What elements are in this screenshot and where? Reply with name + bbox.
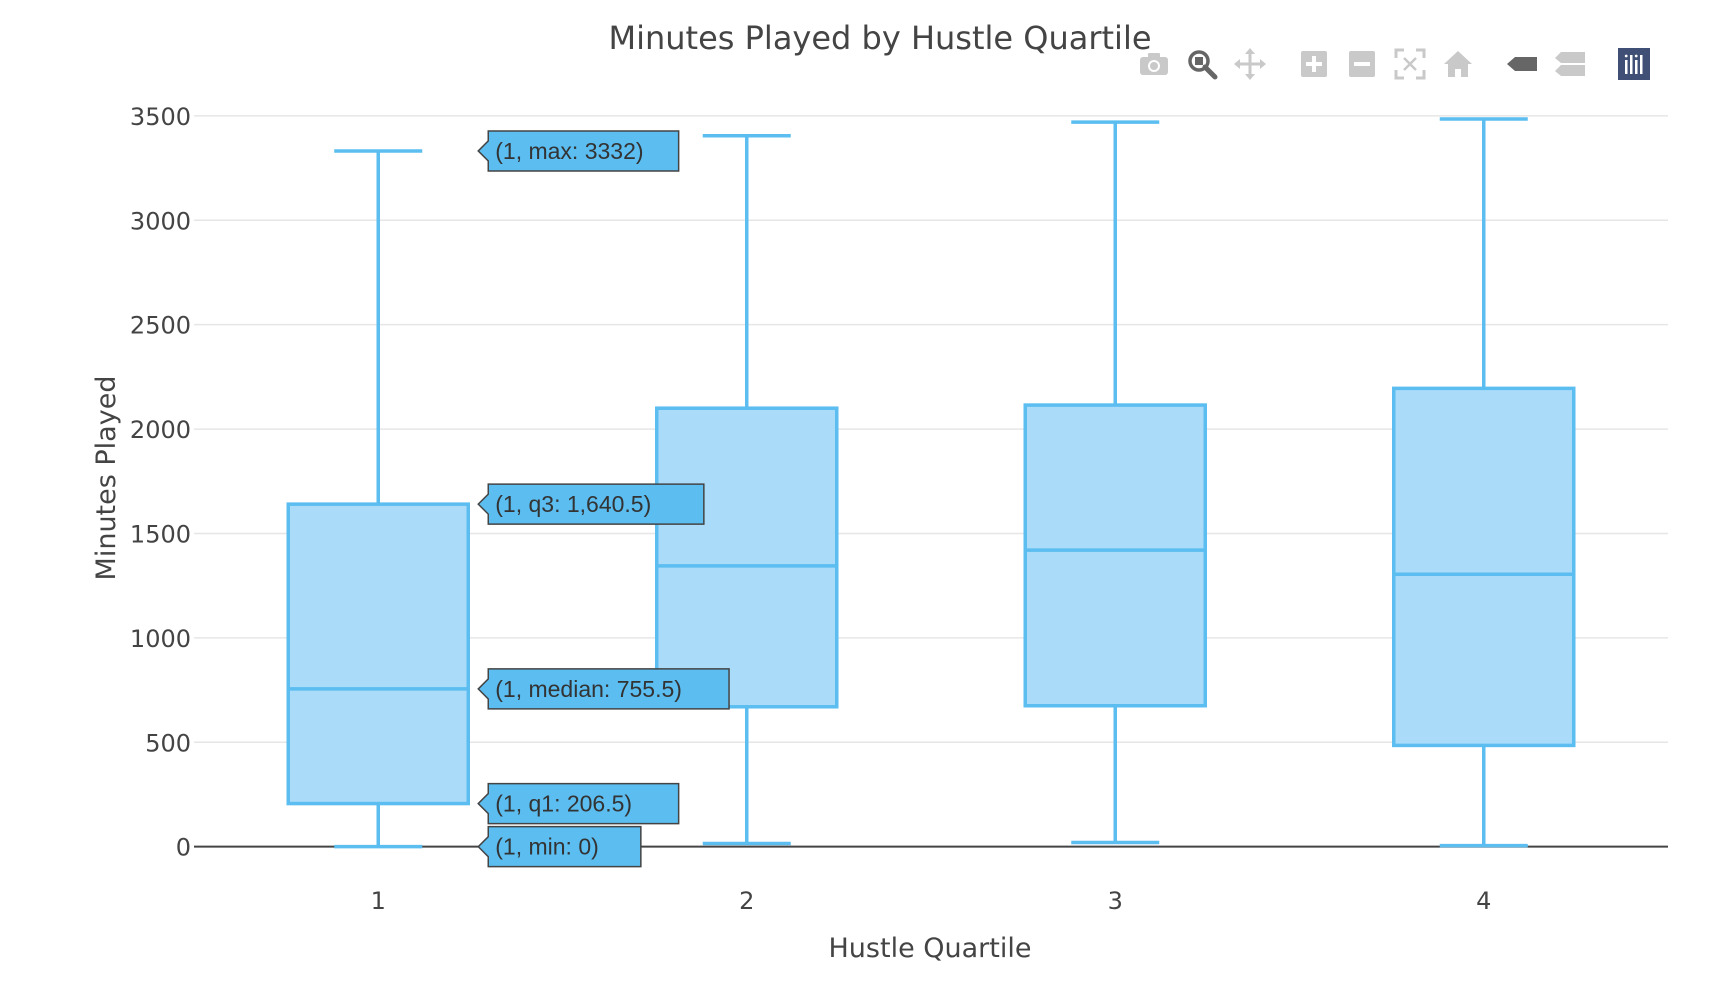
hover-label-box (477, 483, 705, 525)
hover-label-q1: (1, q1: 206.5) (477, 782, 680, 825)
autoscale-button[interactable] (1386, 42, 1434, 86)
camera-button[interactable] (1130, 42, 1178, 86)
chart-title: Minutes Played by Hustle Quartile (608, 19, 1151, 57)
plotly-logo-button[interactable] (1610, 42, 1658, 86)
autoscale-icon (1394, 48, 1426, 80)
hover-label-box (477, 825, 642, 868)
y-axis-title: Minutes Played (91, 376, 122, 581)
y-tick-label: 3000 (130, 207, 191, 235)
y-tick-label: 3500 (130, 103, 191, 131)
y-tick-label: 500 (145, 729, 191, 757)
hover-compare-button[interactable] (1546, 42, 1594, 86)
y-tick-labels: 0 500 1000 1500 2000 2500 3000 3500 (130, 103, 191, 862)
zoom-button[interactable] (1178, 42, 1226, 86)
pan-icon (1234, 48, 1266, 80)
hover-label-min: (1, min: 0) (477, 825, 642, 868)
hover-label-max: (1, max: 3332) (477, 130, 680, 172)
hover-label-text: (1, median: 755.5) (495, 676, 682, 702)
hover-compare-icon (1555, 52, 1585, 76)
hover-label-box (477, 668, 730, 710)
hover-label-box (477, 130, 680, 172)
hover-closest-icon (1507, 57, 1537, 71)
zoom-out-button[interactable] (1338, 42, 1386, 86)
x-tick-label: 3 (1108, 887, 1123, 915)
iqr-box[interactable] (286, 502, 470, 806)
y-tick-label: 1500 (130, 520, 191, 548)
iqr-box[interactable] (655, 406, 839, 709)
y-tick-label: 2000 (130, 416, 191, 444)
hover-label-text: (1, q3: 1,640.5) (495, 491, 651, 517)
camera-icon (1140, 53, 1168, 75)
zoom-out-icon (1349, 51, 1375, 77)
box-trace-1[interactable] (286, 149, 470, 849)
pan-button[interactable] (1226, 42, 1274, 86)
box-trace-4[interactable] (1392, 117, 1576, 848)
iqr-box[interactable] (1023, 403, 1207, 708)
zoom-icon (1188, 50, 1218, 80)
y-tick-label: 1000 (130, 625, 191, 653)
zoom-in-icon (1301, 51, 1327, 77)
x-tick-label: 1 (371, 887, 386, 915)
iqr-box[interactable] (1392, 386, 1576, 748)
hover-closest-button[interactable] (1498, 42, 1546, 86)
hover-label-text: (1, max: 3332) (495, 138, 643, 164)
hover-label-box (477, 782, 680, 825)
zoom-in-button[interactable] (1290, 42, 1338, 86)
hover-label-median: (1, median: 755.5) (477, 668, 730, 710)
plotly-logo-icon (1618, 48, 1650, 80)
y-tick-label: 2500 (130, 312, 191, 340)
x-axis-title: Hustle Quartile (829, 933, 1032, 964)
hover-label-text: (1, q1: 206.5) (495, 791, 632, 817)
hover-label-text: (1, min: 0) (495, 834, 599, 860)
modebar-toolbar (1130, 42, 1658, 86)
box-trace-3[interactable] (1023, 120, 1207, 845)
hover-labels: (1, max: 3332) (1, q3: 1,640.5) (1, median… (477, 130, 730, 868)
x-tick-label: 2 (739, 887, 754, 915)
hover-label-q3: (1, q3: 1,640.5) (477, 483, 705, 525)
box-trace-2[interactable] (655, 133, 839, 846)
box-traces[interactable] (286, 117, 1576, 849)
x-tick-labels: 1 2 3 4 (371, 887, 1492, 915)
y-tick-label: 0 (176, 834, 191, 862)
reset-axes-icon (1444, 51, 1472, 77)
x-tick-label: 4 (1476, 887, 1491, 915)
reset-axes-button[interactable] (1434, 42, 1482, 86)
